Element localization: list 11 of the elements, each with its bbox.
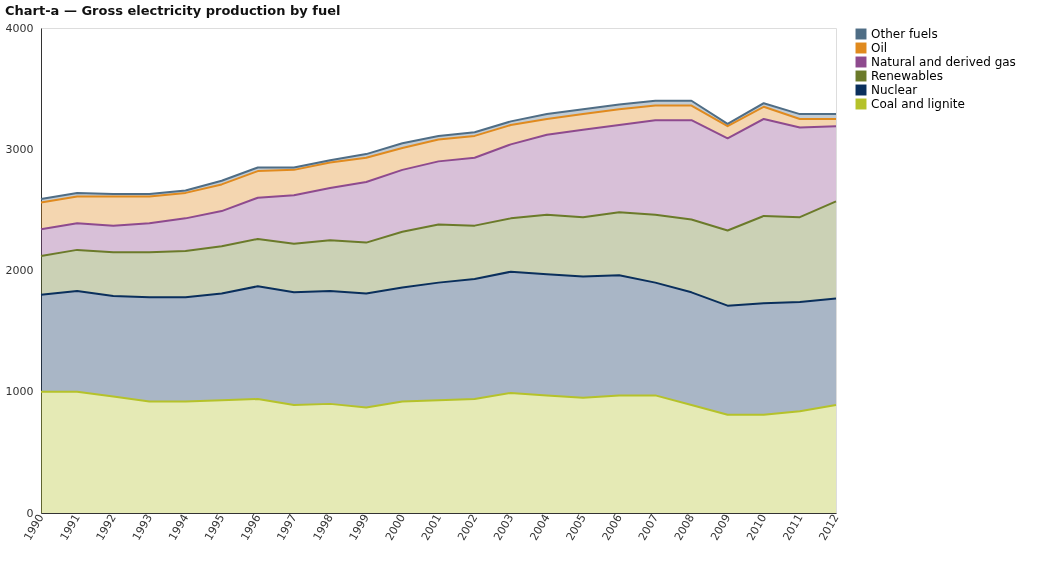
y-tick-label: 4000 [5, 21, 34, 35]
legend-label: Oil [871, 41, 888, 55]
y-tick-label: 2000 [5, 264, 34, 277]
legend-label: Coal and lignite [871, 97, 965, 111]
chart-title: Chart-a — Gross electricity production by fuel [5, 3, 341, 18]
y-tick-label: 1000 [5, 385, 34, 399]
legend-label: Renewables [871, 69, 943, 83]
y-tick-label: 3000 [5, 142, 34, 156]
legend-label: Other fuels [871, 27, 938, 41]
legend-label: Natural and derived gas [871, 55, 1016, 69]
legend-label: Nuclear [871, 83, 918, 97]
